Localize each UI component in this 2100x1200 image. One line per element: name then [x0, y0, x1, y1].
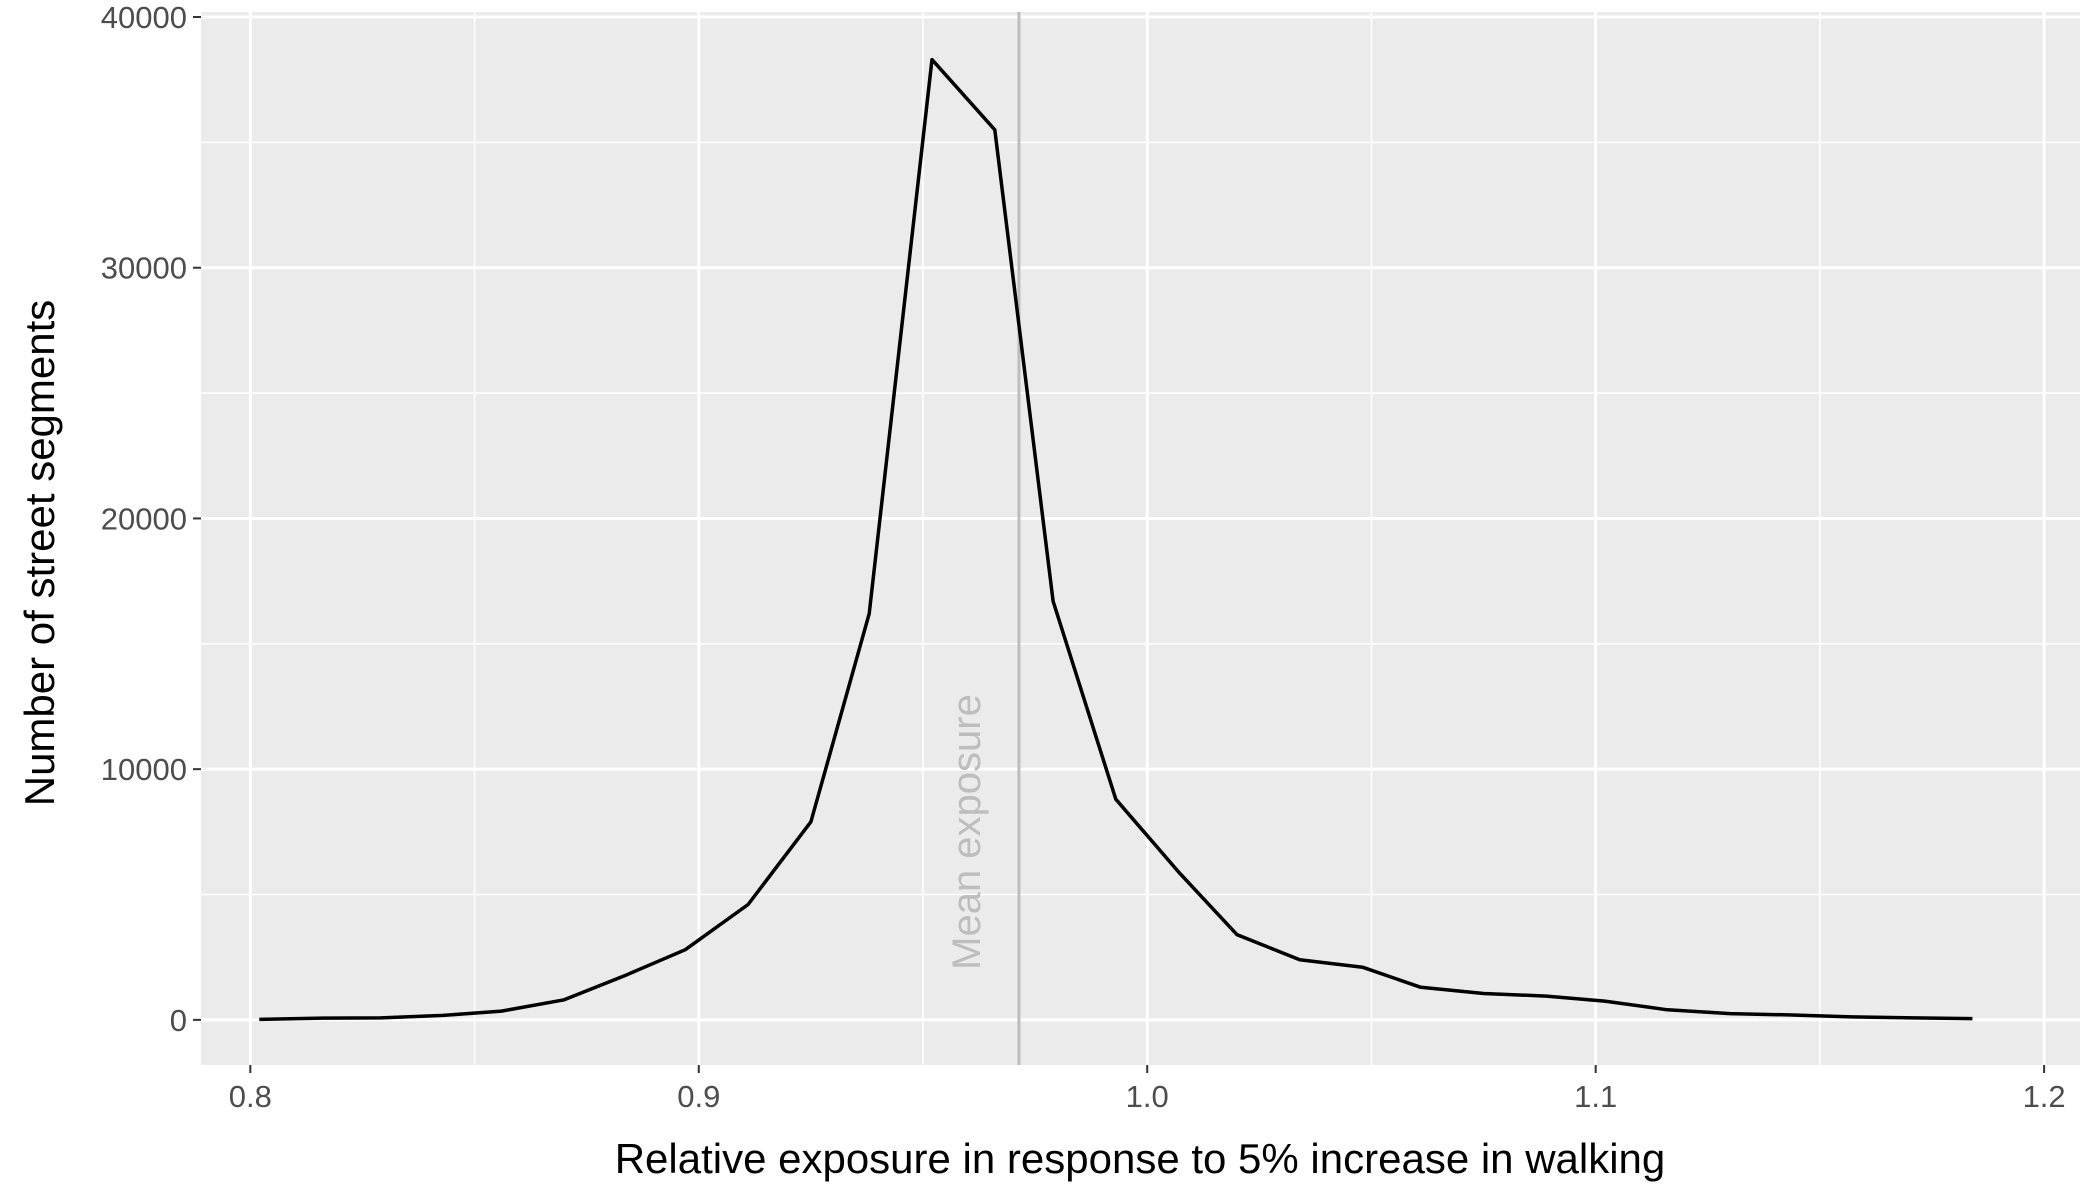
x-tick-label: 0.8	[229, 1079, 272, 1114]
y-tick-label: 10000	[101, 752, 187, 787]
y-tick-label: 40000	[101, 0, 187, 35]
major-gridlines	[201, 12, 2080, 1065]
mean-exposure-annotation: Mean exposure	[945, 694, 989, 970]
x-axis: 0.8 0.9 1.0 1.1 1.2	[229, 1065, 2066, 1114]
series-line	[259, 57, 1973, 1022]
y-tick-label: 0	[170, 1003, 187, 1038]
minor-gridlines	[201, 12, 2080, 1065]
x-tick-label: 1.1	[1574, 1079, 1617, 1114]
series-layer	[259, 57, 1973, 1022]
y-tick-label: 20000	[101, 501, 187, 536]
x-tick-label: 1.2	[2023, 1079, 2066, 1114]
y-axis-title: Number of street segments	[16, 300, 63, 807]
x-axis-title: Relative exposure in response to 5% incr…	[615, 1135, 1666, 1182]
reference-layer: Mean exposure	[945, 12, 1021, 1065]
y-tick-label: 30000	[101, 251, 187, 286]
plot-panel	[201, 12, 2080, 1065]
x-tick-label: 1.0	[1126, 1079, 1169, 1114]
x-tick-label: 0.9	[677, 1079, 720, 1114]
y-axis: 0 10000 20000 30000 40000	[101, 0, 201, 1038]
